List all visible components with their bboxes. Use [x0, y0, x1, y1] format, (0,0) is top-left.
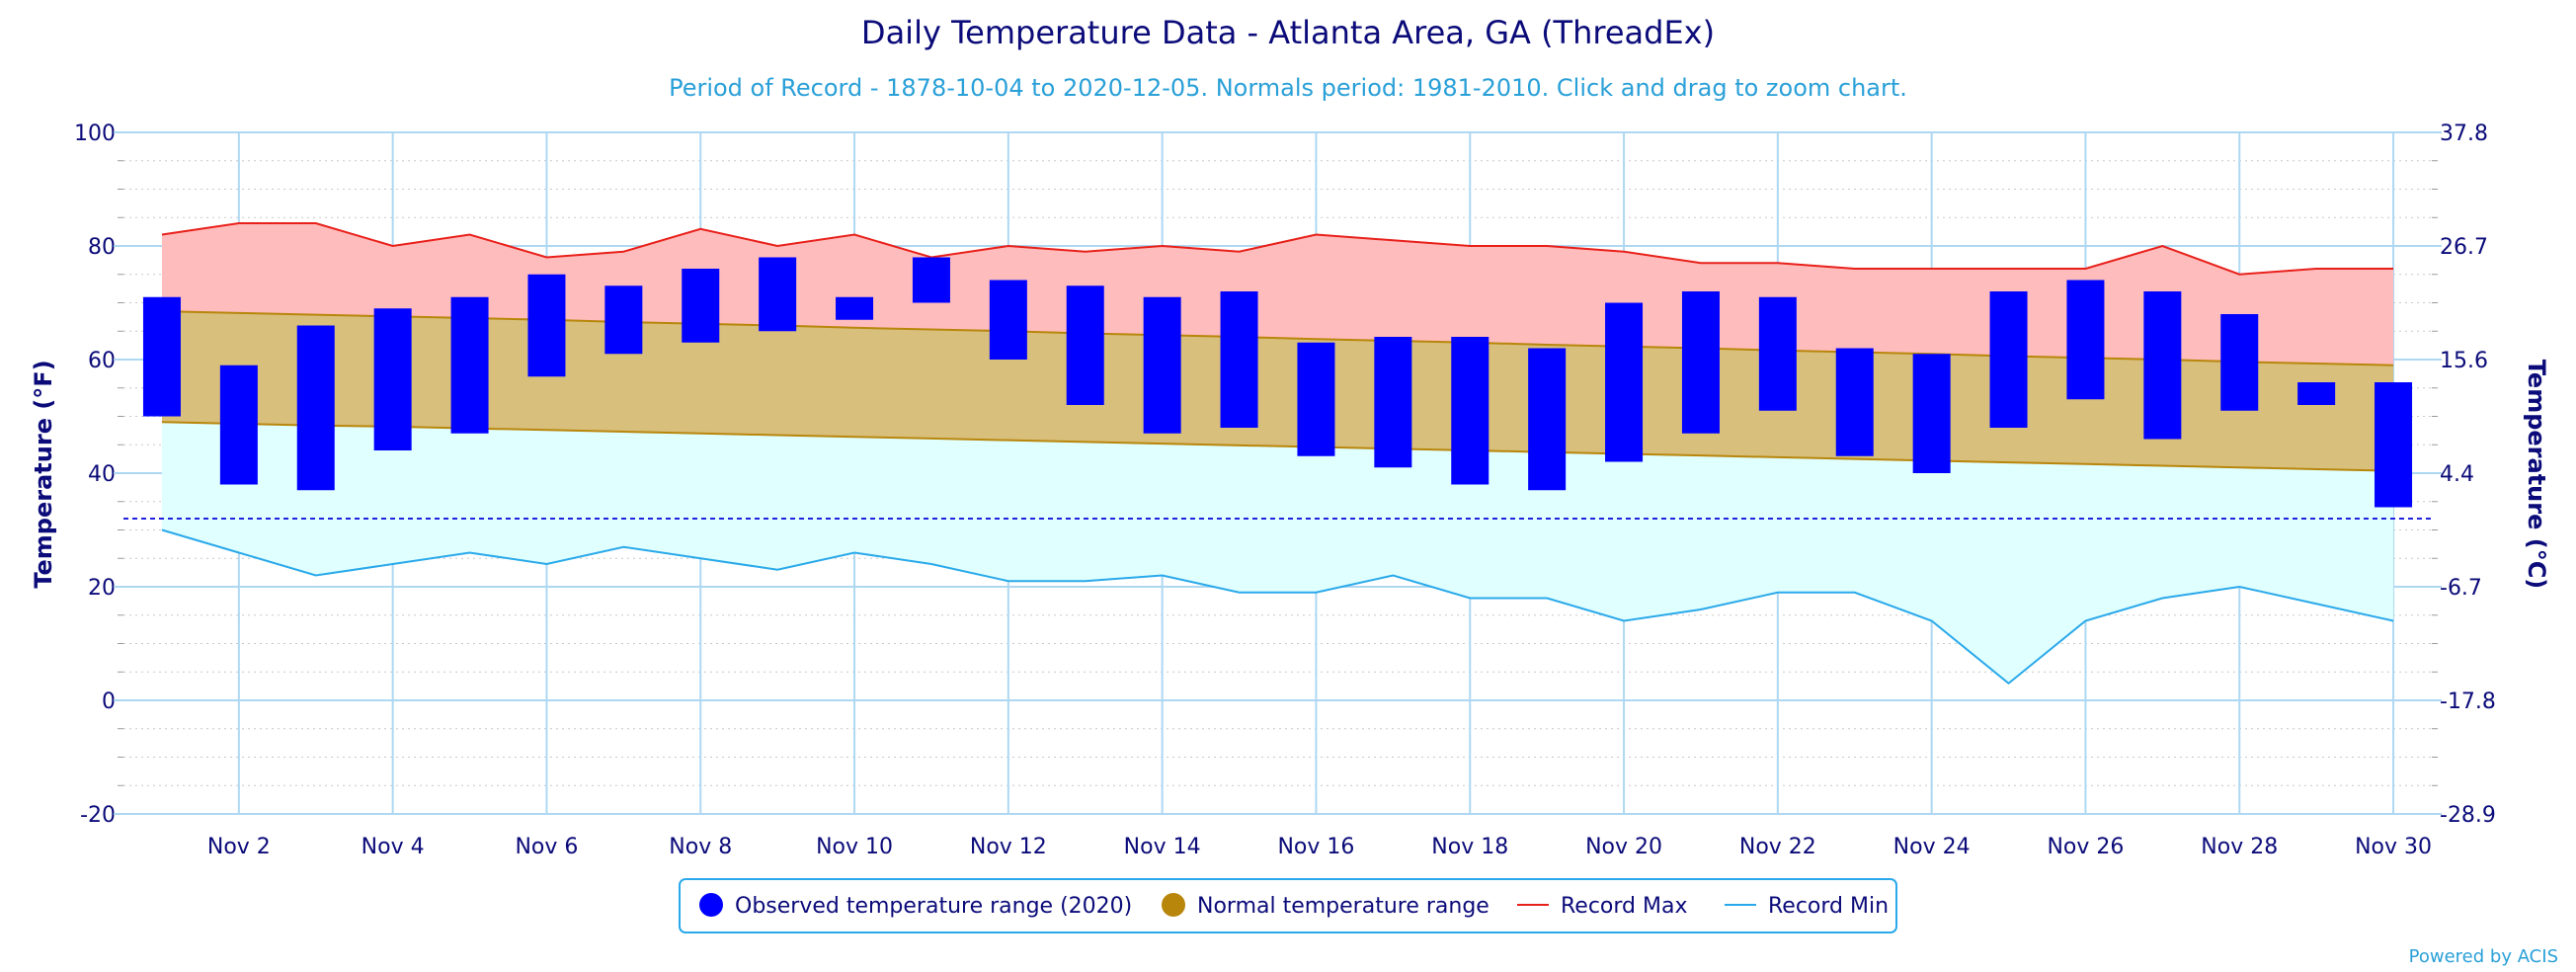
y-tick-label-left: 80 [88, 235, 116, 260]
y-tick-label-right: -17.8 [2440, 689, 2496, 714]
x-tick-label: Nov 14 [1124, 835, 1201, 859]
record-max-line [161, 222, 2394, 276]
y-tick-label-left: 0 [102, 689, 116, 714]
observed-bar [2375, 382, 2413, 508]
observed-bar [1681, 291, 1720, 434]
legend-observed-marker [699, 893, 723, 917]
observed-bar [142, 296, 181, 417]
y-tick-label-right: 15.6 [2440, 349, 2488, 373]
x-tick-label: Nov 10 [816, 835, 893, 859]
x-axis: Nov 2 Nov 4 Nov 6 Nov 8 Nov 10 Nov 12 Nov 14 No… [123, 813, 2432, 859]
record-min-band [161, 422, 2394, 684]
legend[interactable]: Observed temperature range (2020) Normal… [679, 878, 1897, 933]
legend-item-record-min[interactable]: Record Min [1725, 894, 1889, 919]
observed-bar [1451, 337, 1489, 485]
observed-bar [450, 296, 489, 434]
observed-bar [759, 257, 797, 332]
legend-observed-label: Observed temperature range (2020) [735, 894, 1132, 919]
observed-bar [682, 269, 720, 343]
y-tick-label-left: 20 [88, 576, 116, 601]
y-axis-title-left: Temperature (°F) [30, 360, 57, 588]
x-tick-label: Nov 18 [1431, 835, 1508, 859]
normal-low-line [161, 421, 2394, 472]
observed-bar [1220, 291, 1258, 428]
observed-bar [527, 274, 566, 377]
y-tick-label-left: 40 [88, 462, 116, 487]
legend-item-normal[interactable]: Normal temperature range [1162, 893, 1489, 919]
chart-subtitle: Period of Record - 1878-10-04 to 2020-12… [669, 74, 1907, 102]
observed-bar [1066, 285, 1104, 405]
observed-bar [2066, 280, 2105, 400]
record-min-line [161, 528, 2394, 686]
legend-record-min-label: Record Min [1768, 894, 1889, 919]
observed-bar [373, 308, 412, 450]
chart-title: Daily Temperature Data - Atlanta Area, G… [861, 14, 1715, 51]
observed-bars [142, 257, 2413, 508]
observed-bar [912, 257, 950, 303]
x-tick-label: Nov 16 [1277, 835, 1354, 859]
observed-bar [1374, 337, 1412, 468]
legend-item-observed[interactable]: Observed temperature range (2020) [699, 893, 1132, 919]
x-tick-label: Nov 26 [2047, 835, 2124, 859]
y-tick-label-right: 4.4 [2440, 462, 2474, 487]
legend-normal-marker [1162, 893, 1185, 917]
x-tick-label: Nov 22 [1739, 835, 1816, 859]
credit-link[interactable]: Powered by ACIS [2409, 946, 2558, 967]
observed-bar [1912, 354, 1951, 473]
y-tick-label-right: -28.9 [2440, 803, 2496, 828]
observed-bar [2143, 291, 2182, 440]
record-max-band [161, 223, 2394, 365]
x-tick-label: Nov 2 [207, 835, 271, 859]
legend-item-record-max[interactable]: Record Max [1517, 894, 1688, 919]
observed-bar [2297, 382, 2336, 405]
y-tick-label-left: 60 [88, 349, 116, 373]
observed-bar [1297, 342, 1335, 456]
y-axis-right: 37.8 26.7 15.6 4.4 -6.7 -17.8 -28.9 [2432, 122, 2496, 828]
y-tick-label-left: 100 [74, 122, 116, 146]
y-axis-title-right: Temperature (°C) [2523, 360, 2550, 590]
observed-bar [604, 285, 643, 355]
normal-band [161, 311, 2394, 471]
x-tick-label: Nov 6 [515, 835, 578, 859]
legend-record-max-label: Record Max [1561, 894, 1688, 919]
x-tick-label: Nov 24 [1893, 835, 1971, 859]
x-tick-label: Nov 20 [1585, 835, 1662, 859]
observed-bar [219, 364, 258, 485]
y-axis-left: 100 80 60 40 20 0 -20 [74, 122, 123, 828]
observed-bar [989, 280, 1027, 360]
observed-bar [1143, 296, 1181, 434]
temperature-bands [161, 223, 2394, 684]
observed-bar [836, 296, 874, 320]
legend-normal-label: Normal temperature range [1197, 894, 1489, 919]
observed-bar [1528, 348, 1567, 491]
observed-bar [1835, 348, 1874, 456]
observed-bar [1989, 291, 2028, 428]
y-tick-label-left: -20 [80, 803, 116, 828]
x-tick-label: Nov 30 [2355, 835, 2432, 859]
legend-box [679, 878, 1897, 933]
plot-area[interactable] [123, 131, 2432, 815]
observed-bar [1605, 302, 1644, 462]
x-tick-label: Nov 12 [970, 835, 1047, 859]
observed-bar [1758, 296, 1797, 411]
y-tick-label-right: -6.7 [2440, 576, 2482, 601]
y-tick-label-right: 26.7 [2440, 235, 2488, 260]
x-tick-label: Nov 8 [669, 835, 732, 859]
x-tick-label: Nov 4 [362, 835, 425, 859]
x-tick-label: Nov 28 [2201, 835, 2278, 859]
observed-bar [296, 325, 335, 491]
y-tick-label-right: 37.8 [2440, 122, 2488, 146]
observed-bar [2220, 314, 2259, 411]
